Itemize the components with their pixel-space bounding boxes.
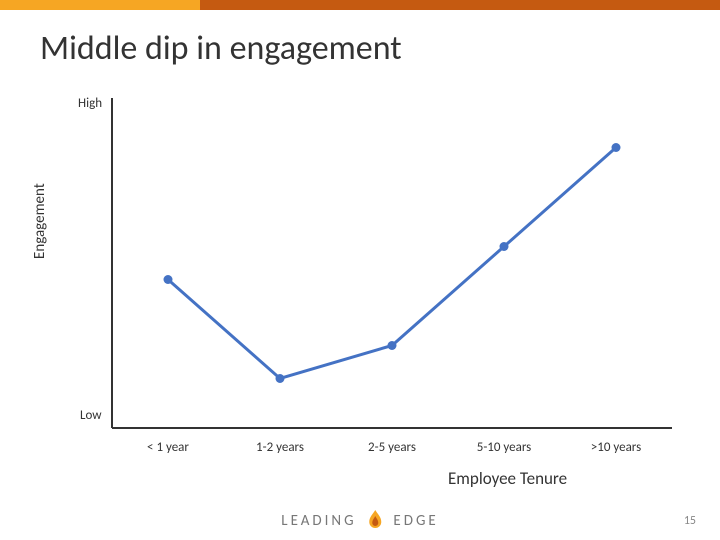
data-point [500, 242, 509, 251]
x-axis-label: Employee Tenure [448, 468, 567, 489]
x-axis-ticks: < 1 year 1-2 years 2-5 years 5-10 years >10 … [112, 440, 672, 460]
x-tick-label: >10 years [591, 440, 641, 455]
flame-icon [367, 510, 383, 528]
data-point [276, 374, 285, 383]
x-tick-label: 1-2 years [256, 440, 304, 455]
x-tick-label: 5-10 years [477, 440, 532, 455]
leading-edge-logo: LEADING EDGE [281, 510, 438, 530]
logo-text-left: LEADING [281, 512, 356, 530]
x-tick-label: < 1 year [147, 440, 189, 455]
page-number: 15 [684, 514, 696, 528]
data-point [388, 341, 397, 350]
logo-text-right: EDGE [393, 512, 438, 530]
data-point [164, 275, 173, 284]
x-tick-label: 2-5 years [368, 440, 416, 455]
data-point [612, 143, 621, 152]
